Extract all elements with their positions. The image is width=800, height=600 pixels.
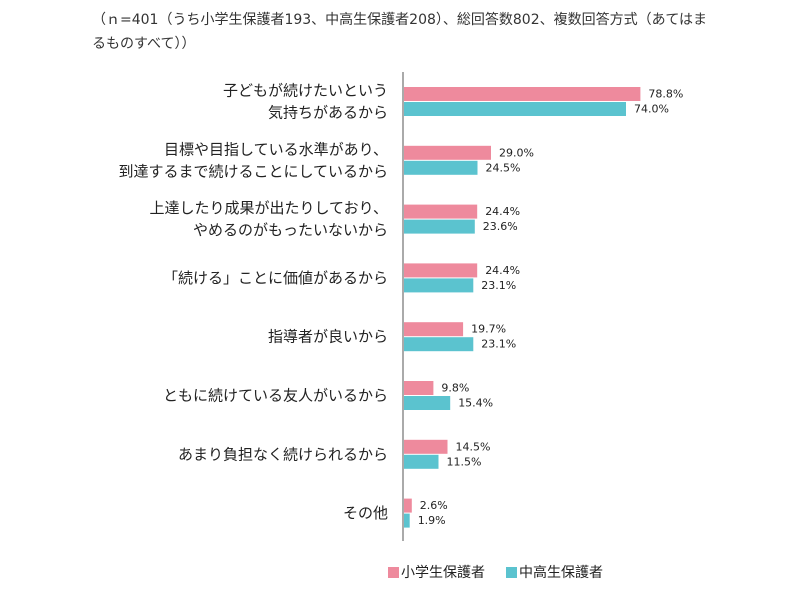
value-label: 23.1% bbox=[481, 279, 516, 292]
value-label: 29.0% bbox=[499, 146, 534, 159]
category-label: ともに続けている友人がいるから bbox=[163, 387, 388, 405]
value-label: 74.0% bbox=[634, 103, 669, 116]
bar bbox=[404, 145, 491, 160]
value-label: 14.5% bbox=[456, 440, 491, 453]
bar bbox=[404, 337, 474, 352]
legend-swatch bbox=[388, 567, 399, 578]
value-label: 15.4% bbox=[458, 397, 493, 410]
category-label: 目標や目指している水準があり、 bbox=[164, 140, 388, 158]
bar bbox=[404, 278, 474, 293]
value-label: 23.1% bbox=[481, 338, 516, 351]
category-label: 子どもが続けたいという bbox=[223, 82, 388, 100]
bar bbox=[404, 396, 451, 410]
category-label: 上達したり成果が出たりしており、 bbox=[149, 199, 388, 217]
bar bbox=[404, 87, 641, 101]
category-label: 「続ける」ことに価値があるから bbox=[163, 269, 388, 287]
value-label: 24.4% bbox=[485, 205, 520, 218]
bar bbox=[404, 263, 478, 278]
category-label: やめるのがもったいないから bbox=[193, 221, 388, 239]
subtitle: （ｎ=401（うち小学生保護者193、中高生保護者208）、総回答数802、複数… bbox=[92, 12, 708, 52]
legend-label: 中高生保護者 bbox=[519, 564, 603, 581]
legend-swatch bbox=[506, 567, 517, 578]
note-box: （ｎ=401（うち小学生保護者193、中高生保護者208）、総回答数802、複数… bbox=[92, 12, 708, 52]
category-label: あまり負担なく続けられるから bbox=[178, 445, 388, 463]
value-label: 23.6% bbox=[483, 220, 518, 233]
bar bbox=[404, 102, 626, 116]
value-label: 2.6% bbox=[420, 499, 448, 512]
value-label: 1.9% bbox=[418, 514, 446, 527]
value-label: 24.4% bbox=[485, 264, 520, 277]
category-label: 到達するまで続けることにしているから bbox=[118, 162, 388, 180]
bar bbox=[404, 498, 412, 513]
value-label: 9.8% bbox=[441, 382, 469, 395]
value-label: 19.7% bbox=[471, 323, 506, 336]
bar bbox=[404, 439, 448, 454]
bar bbox=[404, 204, 478, 219]
bar bbox=[404, 381, 434, 395]
value-label: 11.5% bbox=[447, 455, 482, 468]
legend-label: 小学生保護者 bbox=[401, 565, 485, 581]
bar bbox=[404, 454, 439, 469]
category-label: 気持ちがあるから bbox=[268, 104, 388, 122]
category-label: その他 bbox=[343, 504, 388, 522]
value-label: 24.5% bbox=[486, 161, 521, 174]
bar bbox=[404, 513, 410, 528]
bar bbox=[404, 219, 475, 234]
bar bbox=[404, 160, 478, 175]
bar bbox=[404, 322, 464, 337]
category-label: 指導者が良いから bbox=[268, 328, 388, 346]
value-label: 78.8% bbox=[648, 88, 683, 101]
